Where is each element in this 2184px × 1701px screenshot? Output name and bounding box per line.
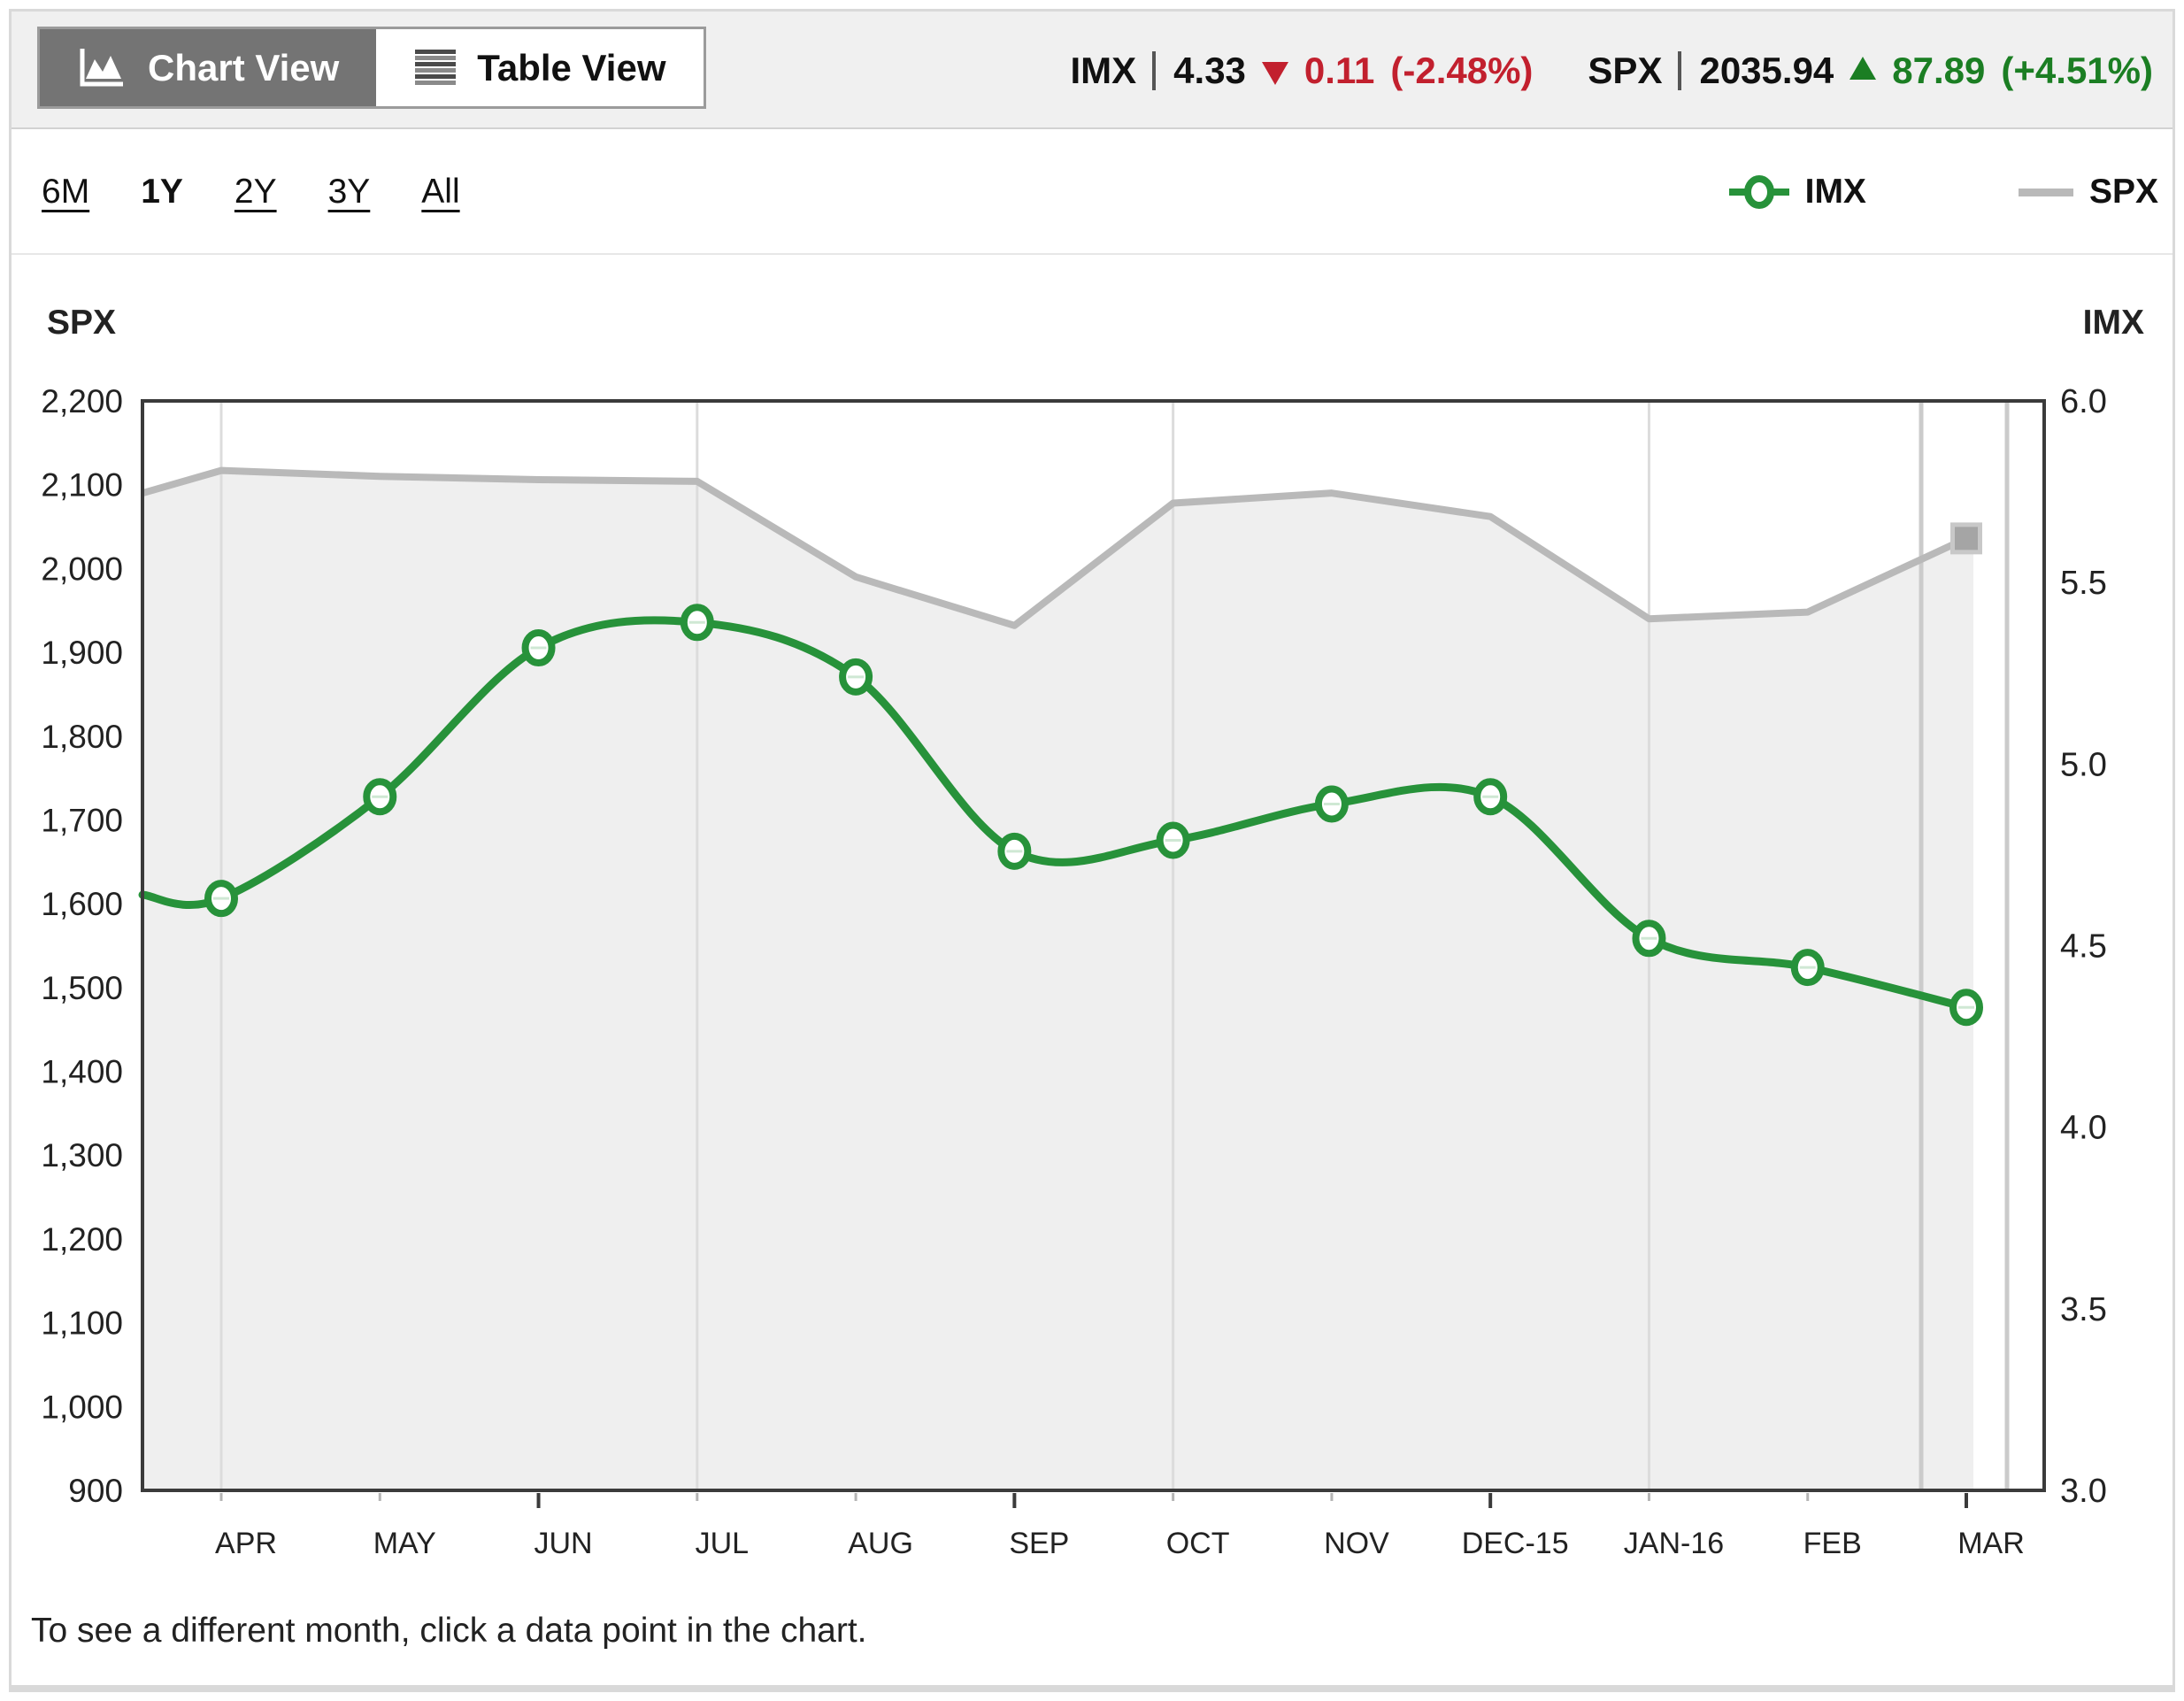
y-axis-label-right: 3.5 <box>2060 1291 2107 1328</box>
spx-change: 87.89 <box>1892 49 1986 91</box>
y-axis-label-left: 900 <box>68 1473 123 1509</box>
tab-chart-view[interactable]: Chart View <box>40 29 377 106</box>
x-axis-label: JAN-16 <box>1624 1527 1724 1560</box>
y-axis-label-left: 1,000 <box>41 1389 123 1425</box>
quote-bar: IMX 4.33 0.11 (-2.48%) SPX 2035.94 87.89… <box>1071 12 2154 129</box>
y-axis-label-right: 4.0 <box>2060 1110 2107 1147</box>
legend-item-imx: IMX <box>1727 173 1866 212</box>
x-axis-label: NOV <box>1324 1527 1389 1560</box>
imx-data-point[interactable] <box>1949 989 1983 1027</box>
x-axis-label: JUL <box>696 1527 749 1560</box>
spx-value: 2035.94 <box>1699 49 1834 91</box>
imx-data-point[interactable] <box>1790 949 1825 987</box>
imx-data-point[interactable] <box>204 880 238 918</box>
plot-border <box>141 399 2046 1492</box>
down-arrow-icon <box>1261 61 1288 85</box>
range-selector: 6M 1Y 2Y 3Y All <box>42 131 460 253</box>
imx-symbol: IMX <box>1070 49 1137 91</box>
y-axis-label-right: 5.5 <box>2060 565 2107 602</box>
x-axis-label: MAY <box>373 1527 436 1560</box>
legend-item-spx: SPX <box>2017 173 2158 212</box>
x-axis-label: APR <box>215 1527 277 1560</box>
y-axis-label-left: 2,000 <box>41 550 123 587</box>
imx-spx-chart: 2,200 2,100 2,000 1,900 1,800 1,700 1,600 1,500… <box>41 383 2107 1560</box>
y-axis-label-left: 1,900 <box>41 635 123 671</box>
chart-icon <box>80 48 123 86</box>
y-axis-label-left: 1,800 <box>41 719 123 755</box>
spx-change-pct: (+4.51%) <box>2001 49 2153 91</box>
legend-label: IMX <box>1804 173 1866 211</box>
chart-legend: IMX SPX <box>1727 131 2158 253</box>
range-1y[interactable]: 1Y <box>141 173 183 211</box>
imx-value: 4.33 <box>1173 49 1246 91</box>
tab-label: Table View <box>477 46 666 89</box>
spx-line <box>141 466 1968 629</box>
y-axis-label-right: 4.5 <box>2060 928 2107 966</box>
imx-data-point[interactable] <box>839 658 873 696</box>
imx-data-point[interactable] <box>363 778 397 816</box>
x-axis-label: AUG <box>848 1527 913 1560</box>
chart-footnote: To see a different month, click a data p… <box>31 1612 867 1650</box>
y-axis-label-left: 1,600 <box>41 886 123 922</box>
x-axis-label: FEB <box>1803 1527 1862 1560</box>
y-axis-label-left: 1,300 <box>41 1137 123 1174</box>
y-axis-label-left: 2,100 <box>41 467 123 504</box>
legend-label: SPX <box>2088 173 2158 211</box>
x-axis-label: SEP <box>1009 1527 1069 1560</box>
imx-data-point[interactable] <box>1156 821 1190 859</box>
y-axis-label-left: 2,200 <box>41 383 123 419</box>
x-axis-label: MAR <box>1957 1527 2025 1560</box>
x-axis-label: OCT <box>1166 1527 1230 1560</box>
imx-data-point[interactable] <box>521 629 556 667</box>
view-tabs: Chart View Table View <box>37 27 706 109</box>
spx-symbol: SPX <box>1588 49 1663 91</box>
table-icon <box>415 49 457 85</box>
y-axis-label-left: 1,500 <box>41 970 123 1006</box>
spx-legend-marker-icon <box>2018 189 2073 196</box>
y-axis-label-right: 3.0 <box>2060 1473 2107 1510</box>
x-axis-label: JUN <box>534 1527 592 1560</box>
imx-data-point[interactable] <box>997 832 1032 870</box>
y-axis-label-left: 1,400 <box>41 1054 123 1090</box>
imx-legend-marker-icon <box>1728 175 1789 209</box>
quote-divider <box>1678 50 1682 90</box>
range-6m[interactable]: 6M <box>42 173 90 211</box>
imx-chart-widget: Chart View Table View IMX 4.33 0.11 (-2.… <box>9 9 2175 1692</box>
spx-last-point-marker-inner <box>1955 527 1978 550</box>
range-3y[interactable]: 3Y <box>327 173 371 211</box>
y-axis-label-right: 6.0 <box>2060 383 2107 420</box>
quote-divider <box>1152 50 1157 90</box>
imx-data-point[interactable] <box>680 604 714 642</box>
imx-change-pct: (-2.48%) <box>1390 49 1534 91</box>
imx-data-point[interactable] <box>1632 920 1666 958</box>
up-arrow-icon <box>1849 56 1877 80</box>
y-axis-label-right: 5.0 <box>2060 746 2107 783</box>
controls-row: 6M 1Y 2Y 3Y All IMX SPX <box>12 131 2172 255</box>
tab-table-view[interactable]: Table View <box>376 29 704 106</box>
left-axis-title: SPX <box>47 304 117 342</box>
imx-change: 0.11 <box>1303 49 1375 91</box>
imx-data-point[interactable] <box>1314 785 1349 823</box>
header-strip: Chart View Table View IMX 4.33 0.11 (-2.… <box>12 12 2172 129</box>
range-all[interactable]: All <box>421 173 460 211</box>
spx-area <box>142 470 1973 1490</box>
y-axis-label-left: 1,200 <box>41 1221 123 1258</box>
y-axis-label-left: 1,700 <box>41 802 123 838</box>
tab-label: Chart View <box>148 46 340 89</box>
range-2y[interactable]: 2Y <box>234 173 277 211</box>
x-axis-label: DEC-15 <box>1462 1527 1569 1560</box>
imx-data-point[interactable] <box>1473 778 1508 816</box>
y-axis-label-left: 1,100 <box>41 1305 123 1342</box>
right-axis-title: IMX <box>2082 304 2144 342</box>
